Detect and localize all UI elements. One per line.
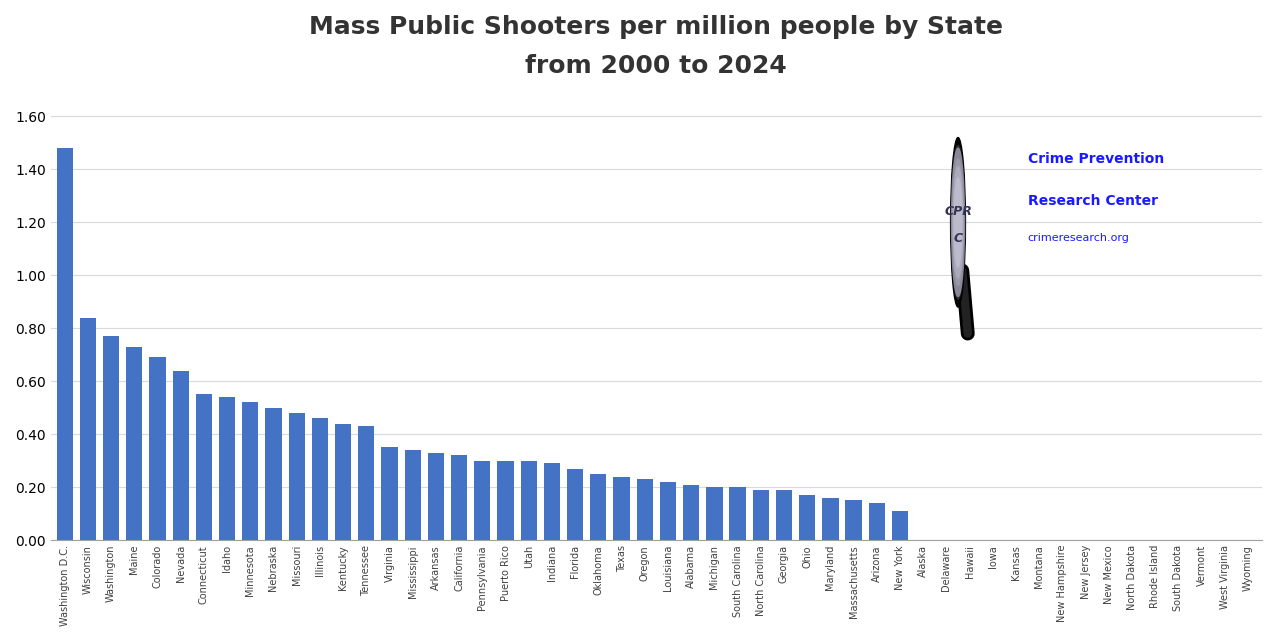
- Bar: [428, 453, 444, 540]
- Bar: [243, 403, 258, 540]
- Bar: [266, 408, 282, 540]
- Text: Research Center: Research Center: [1028, 194, 1158, 208]
- Bar: [544, 463, 561, 540]
- Bar: [289, 413, 305, 540]
- Bar: [56, 148, 73, 540]
- Bar: [103, 336, 119, 540]
- Bar: [868, 503, 885, 540]
- Bar: [683, 485, 700, 540]
- Title: Mass Public Shooters per million people by State
from 2000 to 2024: Mass Public Shooters per million people …: [309, 15, 1004, 78]
- Bar: [590, 474, 607, 540]
- Text: C: C: [954, 231, 963, 245]
- Bar: [613, 476, 630, 540]
- Circle shape: [951, 146, 964, 299]
- Bar: [335, 424, 351, 540]
- Text: crimeresearch.org: crimeresearch.org: [1028, 233, 1130, 243]
- Bar: [358, 426, 374, 540]
- Text: CPR: CPR: [944, 205, 972, 218]
- Bar: [799, 495, 815, 540]
- Bar: [845, 501, 862, 540]
- Bar: [729, 487, 746, 540]
- Bar: [172, 370, 189, 540]
- Bar: [149, 358, 166, 540]
- Bar: [474, 461, 490, 540]
- Bar: [706, 487, 723, 540]
- Bar: [79, 318, 96, 540]
- Circle shape: [953, 167, 963, 278]
- Bar: [822, 498, 839, 540]
- Bar: [312, 419, 328, 540]
- Circle shape: [950, 138, 965, 307]
- Bar: [637, 479, 653, 540]
- Bar: [405, 450, 421, 540]
- Bar: [451, 455, 467, 540]
- Bar: [195, 394, 212, 540]
- Circle shape: [951, 148, 964, 296]
- Bar: [776, 490, 792, 540]
- Circle shape: [954, 178, 962, 267]
- Bar: [891, 511, 908, 540]
- Text: Crime Prevention: Crime Prevention: [1028, 152, 1163, 166]
- Bar: [218, 397, 235, 540]
- Bar: [752, 490, 769, 540]
- Bar: [521, 461, 536, 540]
- Bar: [382, 447, 397, 540]
- Bar: [498, 461, 513, 540]
- Circle shape: [953, 159, 964, 285]
- Bar: [567, 469, 584, 540]
- Bar: [660, 482, 676, 540]
- Bar: [126, 347, 143, 540]
